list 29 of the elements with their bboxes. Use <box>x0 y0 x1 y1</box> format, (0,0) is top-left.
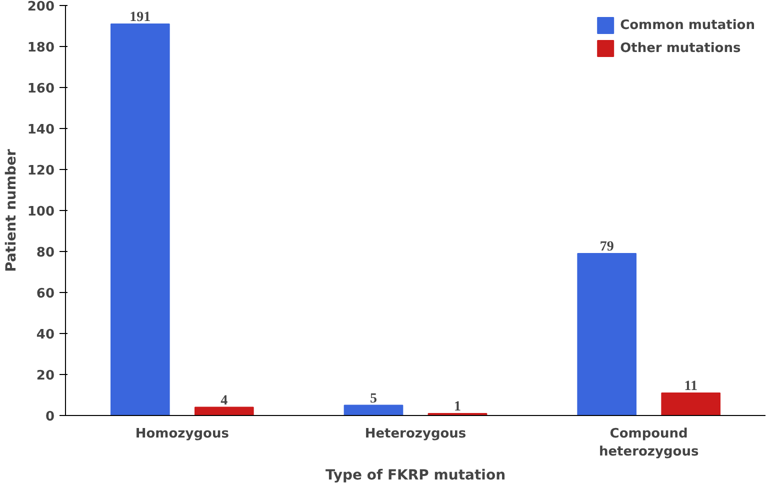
data-label: 1 <box>454 399 461 414</box>
y-tick-label: 20 <box>36 368 55 384</box>
data-label: 11 <box>684 378 698 394</box>
bar <box>194 406 254 416</box>
bar <box>577 253 636 416</box>
data-label: 5 <box>370 391 377 406</box>
bar <box>344 404 404 416</box>
legend-label: Common mutation <box>620 18 755 32</box>
bar <box>661 392 720 416</box>
x-axis-title: Type of FKRP mutation <box>325 468 506 484</box>
data-label: 191 <box>130 10 151 25</box>
y-axis-title: Patient number <box>3 149 20 272</box>
y-tick-label: 120 <box>27 164 55 178</box>
y-tick-label: 60 <box>36 286 55 302</box>
y-tick-label: 180 <box>27 40 55 56</box>
y-tick-label: 0 <box>45 410 54 424</box>
y-tick-label: 200 <box>27 0 55 14</box>
y-tick-label: 80 <box>36 246 55 260</box>
y-tick-label: 40 <box>36 328 55 342</box>
x-tick-label: Heterozygous <box>364 426 466 442</box>
y-tick-label: 100 <box>27 204 55 220</box>
y-tick-label: 160 <box>27 82 55 96</box>
y-tick-label: 140 <box>27 122 55 138</box>
x-tick-label: Homozygous <box>135 426 230 442</box>
x-tick-label: Compound heterozygous <box>598 426 699 460</box>
data-label: 79 <box>600 240 614 255</box>
legend-label: Other mutations <box>620 40 741 56</box>
bar <box>110 23 170 416</box>
data-label: 4 <box>220 393 228 408</box>
